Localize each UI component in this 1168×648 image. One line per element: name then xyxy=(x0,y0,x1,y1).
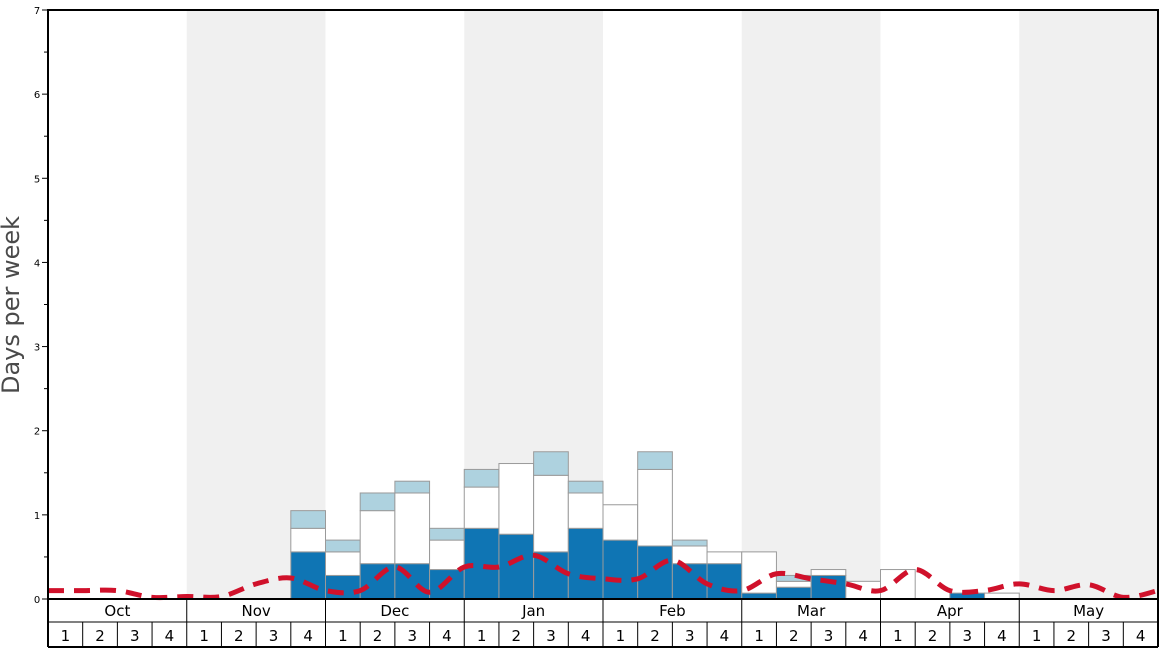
bar-segment xyxy=(706,551,743,565)
week-label: 1 xyxy=(616,627,626,645)
week-label: 1 xyxy=(754,627,764,645)
month-label: May xyxy=(1073,602,1104,620)
week-label: 2 xyxy=(928,627,938,645)
y-tick-label: 4 xyxy=(34,258,40,269)
week-label: 3 xyxy=(546,627,556,645)
bar-segment xyxy=(463,468,500,488)
trend-line-path xyxy=(48,552,1159,601)
bar-segment xyxy=(533,474,569,553)
y-tick-label: 2 xyxy=(34,427,40,438)
bar-segment xyxy=(533,451,569,476)
month-label: Nov xyxy=(241,602,270,620)
month-label: Mar xyxy=(797,602,826,620)
week-label: 3 xyxy=(824,627,834,645)
bar-segment xyxy=(325,539,361,553)
month-band xyxy=(741,10,881,599)
week-label: 4 xyxy=(997,627,1007,645)
bar-segment xyxy=(602,504,639,541)
week-label: 4 xyxy=(858,627,868,645)
week-label: 4 xyxy=(303,627,313,645)
bar-segment xyxy=(637,545,673,600)
week-label: 4 xyxy=(165,627,175,645)
month-label: Dec xyxy=(380,602,409,620)
y-tick-label: 3 xyxy=(34,343,40,354)
month-label: Apr xyxy=(937,602,964,620)
month-label: Oct xyxy=(104,602,130,620)
week-label: 3 xyxy=(685,627,695,645)
month-label: Jan xyxy=(521,602,545,620)
bar-segment xyxy=(359,510,396,565)
week-label: 2 xyxy=(789,627,799,645)
bar-segment xyxy=(671,539,708,547)
week-label: 1 xyxy=(338,627,348,645)
bar-segment xyxy=(775,580,812,588)
x-axis: Oct 1 2 3 4 Nov 1 2 3 4 Dec 1 2 3 4 Jan 1 2 3 4 Feb 1 2 3 4 Mar 1 2… xyxy=(47,599,1159,648)
bar-segment xyxy=(810,569,847,576)
month-label: Feb xyxy=(659,602,686,620)
bar-segment xyxy=(394,492,431,565)
bar-segment xyxy=(429,539,465,571)
week-label: 1 xyxy=(477,627,487,645)
week-label: 3 xyxy=(269,627,279,645)
y-axis: 0 1 2 3 4 5 6 7 xyxy=(34,6,48,606)
y-tick-label: 6 xyxy=(34,90,40,101)
bar-segment xyxy=(290,527,326,553)
month-band xyxy=(48,10,187,599)
week-label: 3 xyxy=(130,627,140,645)
week-label: 3 xyxy=(962,627,972,645)
bar-segment xyxy=(567,480,604,494)
bar-segment xyxy=(637,468,673,547)
bar-segment xyxy=(394,480,431,494)
bar-segment xyxy=(325,551,361,576)
week-label: 3 xyxy=(1101,627,1111,645)
bar-segment xyxy=(290,551,326,600)
week-label: 4 xyxy=(1136,627,1146,645)
bar-segment xyxy=(359,563,396,600)
bar-segment xyxy=(429,527,465,541)
y-axis-label: Days per week xyxy=(0,216,25,394)
y-tick-label: 5 xyxy=(34,174,40,185)
bar-segment xyxy=(671,545,708,565)
month-band xyxy=(186,10,326,599)
bar-segment xyxy=(706,563,743,600)
bar-segment xyxy=(359,492,396,512)
y-tick-label: 1 xyxy=(34,511,40,522)
bar-segment xyxy=(498,533,535,600)
week-label: 4 xyxy=(581,627,591,645)
bar-segment xyxy=(880,569,916,600)
bar-segment xyxy=(463,486,500,529)
bar-stacks xyxy=(290,451,1020,600)
bar-segment xyxy=(290,510,326,529)
bar-segment xyxy=(498,463,535,535)
y-tick-label: 0 xyxy=(34,595,40,606)
bar-segment xyxy=(775,586,812,600)
week-label: 1 xyxy=(893,627,903,645)
week-label: 1 xyxy=(199,627,209,645)
week-label: 2 xyxy=(1067,627,1077,645)
trend-line xyxy=(48,552,1159,601)
bar-segment xyxy=(637,451,673,470)
week-label: 4 xyxy=(720,627,730,645)
bar-segment xyxy=(602,539,639,600)
month-band xyxy=(880,10,1020,599)
week-label: 1 xyxy=(61,627,71,645)
week-label: 3 xyxy=(407,627,417,645)
week-label: 2 xyxy=(373,627,383,645)
bar-segment xyxy=(325,574,361,600)
bar-segment xyxy=(567,527,604,600)
y-tick-label: 7 xyxy=(34,6,40,17)
week-label: 4 xyxy=(442,627,452,645)
bar-segment xyxy=(567,492,604,529)
week-label: 2 xyxy=(234,627,244,645)
week-label: 2 xyxy=(95,627,105,645)
week-label: 2 xyxy=(650,627,660,645)
week-label: 1 xyxy=(1032,627,1042,645)
week-label: 2 xyxy=(512,627,522,645)
month-band xyxy=(1019,10,1158,599)
